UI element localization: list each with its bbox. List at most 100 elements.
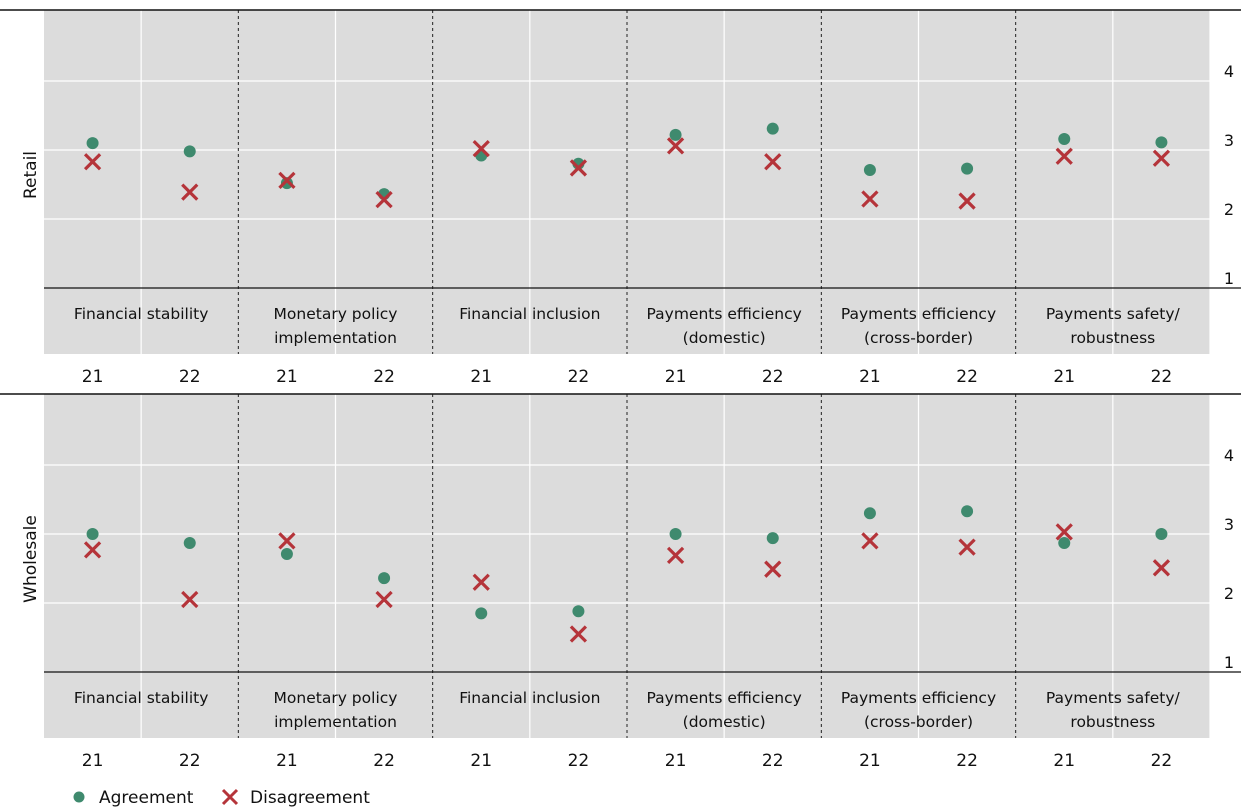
agreement-point xyxy=(669,528,682,540)
year-label: 21 xyxy=(859,751,881,771)
legend-label: Agreement xyxy=(99,788,194,808)
year-label: 21 xyxy=(665,367,687,387)
disagreement-point xyxy=(764,560,782,578)
agreement-point xyxy=(961,505,974,518)
category-label: Financial stability xyxy=(74,689,208,707)
agreement-point xyxy=(378,572,391,585)
category-label: (domestic) xyxy=(683,713,766,731)
plot-background xyxy=(44,394,1210,738)
disagreement-point xyxy=(569,159,588,177)
year-label: 22 xyxy=(373,751,395,771)
disagreement-point xyxy=(764,153,782,171)
y-tick-label: 2 xyxy=(1224,584,1234,603)
year-label: 22 xyxy=(179,367,201,387)
year-label: 22 xyxy=(762,367,784,387)
category-label: Payments efficiency xyxy=(647,689,802,707)
category-label: Payments efficiency xyxy=(841,689,996,707)
disagreement-point xyxy=(278,171,296,189)
disagreement-point xyxy=(666,546,685,565)
year-label: 22 xyxy=(568,751,590,771)
year-label: 22 xyxy=(568,367,590,387)
legend-agreement-dot xyxy=(73,791,85,803)
disagreement-point xyxy=(278,532,296,550)
category-label: Financial inclusion xyxy=(459,689,600,707)
y-tick-label: 3 xyxy=(1224,131,1234,150)
year-label: 22 xyxy=(1151,751,1173,771)
disagreement-point xyxy=(958,538,976,556)
category-label: Financial stability xyxy=(74,305,208,323)
category-label: Payments safety/ xyxy=(1046,689,1181,707)
y-tick-label: 4 xyxy=(1224,446,1234,465)
legend-disagreement-cross xyxy=(221,788,239,806)
disagreement-point xyxy=(181,590,199,609)
category-label: (cross-border) xyxy=(864,713,973,731)
disagreement-point xyxy=(375,590,393,609)
disagreement-point xyxy=(958,192,976,210)
agreement-point xyxy=(863,507,876,520)
agreement-point xyxy=(1155,528,1168,540)
year-label: 21 xyxy=(470,367,492,387)
disagreement-point xyxy=(472,573,490,591)
legend-label: Disagreement xyxy=(250,788,370,808)
category-label: Monetary policy xyxy=(274,689,398,707)
y-tick-label: 1 xyxy=(1224,653,1234,672)
agreement-point xyxy=(475,607,488,620)
agreement-point xyxy=(961,162,974,175)
disagreement-point xyxy=(1055,523,1073,541)
disagreement-point xyxy=(569,625,588,643)
agreement-point xyxy=(280,548,293,561)
panel-wholesale: 1 2 3 4 Wholesale Financial stability Monetary… xyxy=(0,393,1241,771)
year-label: 21 xyxy=(859,367,881,387)
year-label: 22 xyxy=(956,751,978,771)
agreement-point xyxy=(1155,136,1168,149)
category-label: Financial inclusion xyxy=(459,305,600,323)
category-label: implementation xyxy=(274,329,397,347)
year-label: 22 xyxy=(179,751,201,771)
disagreement-point xyxy=(1152,149,1171,167)
y-tick-label: 3 xyxy=(1224,515,1234,534)
disagreement-point xyxy=(472,139,490,158)
disagreement-point xyxy=(861,532,879,550)
agreement-point xyxy=(86,137,99,150)
year-label: 21 xyxy=(1053,751,1075,771)
category-label: robustness xyxy=(1070,329,1155,347)
year-label: 21 xyxy=(470,751,492,771)
agreement-point xyxy=(183,145,196,158)
agreement-point xyxy=(669,128,682,141)
disagreement-point xyxy=(1055,147,1073,165)
disagreement-point xyxy=(83,153,102,171)
disagreement-point xyxy=(375,191,393,209)
y-tick-label: 1 xyxy=(1224,269,1234,288)
category-label: robustness xyxy=(1070,713,1155,731)
category-label: Monetary policy xyxy=(274,305,398,323)
year-label: 22 xyxy=(373,367,395,387)
agreement-point xyxy=(1058,132,1071,145)
agreement-point xyxy=(766,532,779,545)
disagreement-point xyxy=(1152,559,1171,577)
category-label: (cross-border) xyxy=(864,329,973,347)
year-label: 22 xyxy=(956,367,978,387)
panel-label: Wholesale xyxy=(21,515,41,603)
category-label: Payments efficiency xyxy=(841,305,996,323)
year-label: 22 xyxy=(1151,367,1173,387)
agreement-point xyxy=(183,536,196,549)
panel-retail: 1 2 3 4 Retail Financial stability Monetary po… xyxy=(0,9,1241,387)
category-label: Payments efficiency xyxy=(647,305,802,323)
disagreement-point xyxy=(666,137,685,155)
year-label: 21 xyxy=(276,751,298,771)
year-label: 21 xyxy=(665,751,687,771)
disagreement-point xyxy=(83,541,102,559)
disagreement-point xyxy=(861,190,879,208)
agreement-point xyxy=(766,122,779,135)
year-label: 21 xyxy=(82,751,104,771)
category-label: Payments safety/ xyxy=(1046,305,1181,323)
legend: Agreement Disagreement xyxy=(73,788,370,808)
agreement-point xyxy=(280,177,293,190)
y-tick-label: 2 xyxy=(1224,200,1234,219)
agreement-point xyxy=(86,528,99,540)
disagreement-point xyxy=(181,183,199,201)
year-label: 21 xyxy=(82,367,104,387)
agreement-point xyxy=(572,605,585,618)
category-label: (domestic) xyxy=(683,329,766,347)
